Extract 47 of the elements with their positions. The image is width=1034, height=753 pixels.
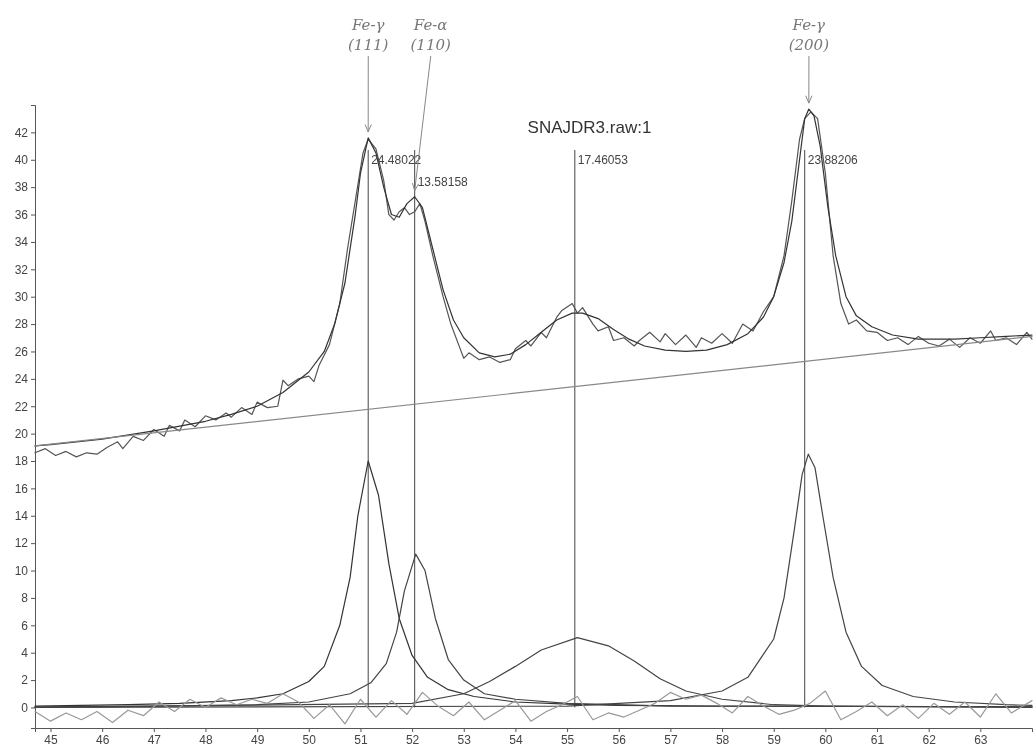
x-tick-label: 59 bbox=[767, 732, 782, 747]
y-tick-label: 28 bbox=[14, 317, 29, 332]
y-tick-label: 2 bbox=[21, 673, 29, 688]
y-tick-label: 40 bbox=[14, 153, 29, 168]
annotation: Fe-α (110) bbox=[410, 16, 451, 54]
y-tick-label: 8 bbox=[21, 591, 29, 606]
y-tick-label: 42 bbox=[14, 125, 29, 140]
x-tick-label: 56 bbox=[612, 732, 627, 747]
y-tick-label: 6 bbox=[21, 618, 29, 633]
x-tick-label: 53 bbox=[457, 732, 472, 747]
x-tick-label: 55 bbox=[560, 732, 575, 747]
y-tick-label: 16 bbox=[14, 481, 29, 496]
x-tick-label: 47 bbox=[147, 732, 162, 747]
annotation: Fe-γ (200) bbox=[788, 16, 830, 54]
x-tick-label: 54 bbox=[509, 732, 523, 747]
y-tick-label: 0 bbox=[21, 700, 29, 715]
y-tick-label: 38 bbox=[14, 180, 29, 195]
y-tick-label: 32 bbox=[14, 262, 29, 277]
y-tick-label: 30 bbox=[14, 290, 29, 305]
y-tick-label: 12 bbox=[14, 536, 29, 551]
y-tick-label: 22 bbox=[14, 399, 29, 414]
x-tick-label: 60 bbox=[819, 732, 833, 747]
annotation: 17.46053 bbox=[577, 152, 629, 167]
annotation: 13.58158 bbox=[417, 174, 469, 189]
text: SNAJDR3.raw:1 bbox=[527, 118, 652, 137]
y-tick-label: 4 bbox=[21, 646, 29, 661]
x-tick-label: 46 bbox=[95, 732, 110, 747]
annotation: Fe-γ (111) bbox=[348, 16, 389, 54]
x-tick-label: 63 bbox=[974, 732, 988, 747]
x-tick-label: 62 bbox=[922, 732, 937, 747]
y-tick-label: 14 bbox=[14, 509, 29, 524]
y-tick-label: 24 bbox=[14, 372, 29, 387]
x-tick-label: 50 bbox=[302, 732, 317, 747]
x-tick-label: 61 bbox=[870, 732, 885, 747]
y-tick-label: 34 bbox=[14, 235, 29, 250]
x-tick-label: 52 bbox=[405, 732, 420, 747]
x-tick-label: 48 bbox=[199, 732, 213, 747]
x-tick-label: 58 bbox=[715, 732, 730, 747]
x-tick-label: 45 bbox=[44, 732, 58, 747]
x-tick-label: 51 bbox=[354, 732, 368, 747]
y-tick-label: 26 bbox=[14, 344, 29, 359]
y-tick-label: 20 bbox=[14, 426, 29, 441]
y-tick-label: 36 bbox=[14, 207, 29, 222]
x-tick-label: 57 bbox=[664, 732, 678, 747]
x-tick-label: 49 bbox=[250, 732, 265, 747]
y-tick-label: 18 bbox=[14, 454, 29, 469]
y-tick-label: 10 bbox=[14, 563, 29, 578]
